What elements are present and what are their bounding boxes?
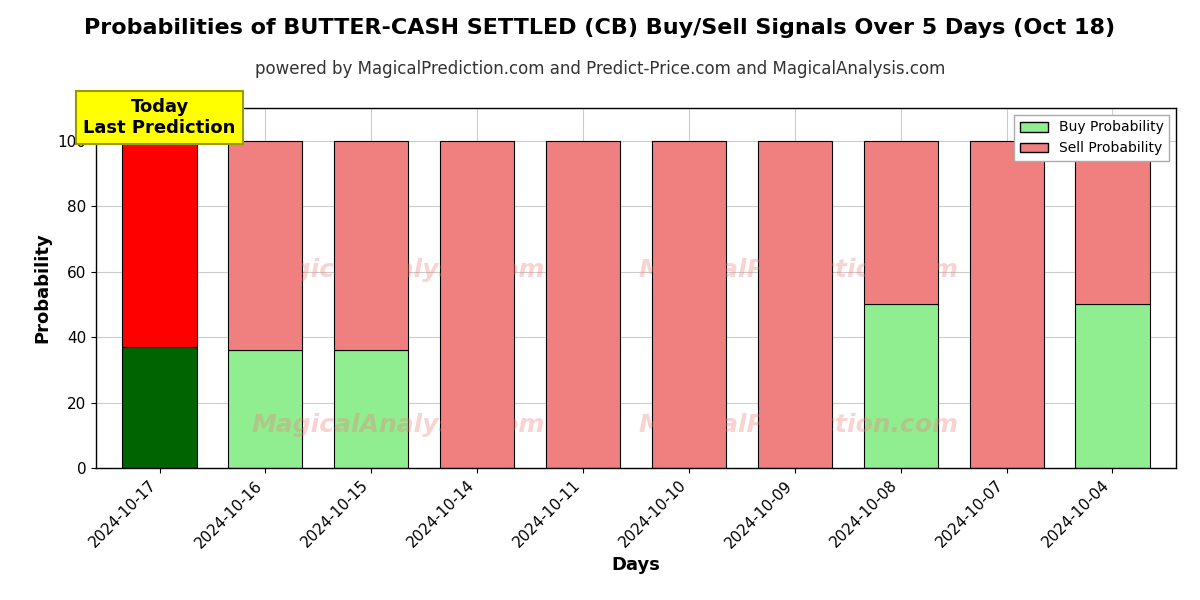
Bar xyxy=(1075,304,1150,468)
Bar xyxy=(864,304,937,468)
Bar xyxy=(122,347,197,468)
Bar xyxy=(546,141,620,468)
Bar xyxy=(122,141,197,347)
Text: MagicalPrediction.com: MagicalPrediction.com xyxy=(638,413,958,437)
Bar xyxy=(970,141,1044,468)
Text: MagicalPrediction.com: MagicalPrediction.com xyxy=(638,258,958,282)
Text: Today
Last Prediction: Today Last Prediction xyxy=(83,98,235,137)
Bar xyxy=(228,350,302,468)
Bar xyxy=(757,141,832,468)
X-axis label: Days: Days xyxy=(612,556,660,574)
Text: MagicalAnalysis.com: MagicalAnalysis.com xyxy=(252,413,545,437)
Bar xyxy=(1075,141,1150,304)
Bar xyxy=(440,141,515,468)
Bar xyxy=(864,141,937,304)
Bar xyxy=(228,141,302,350)
Text: Probabilities of BUTTER-CASH SETTLED (CB) Buy/Sell Signals Over 5 Days (Oct 18): Probabilities of BUTTER-CASH SETTLED (CB… xyxy=(84,18,1116,38)
Text: MagicalAnalysis.com: MagicalAnalysis.com xyxy=(252,258,545,282)
Text: powered by MagicalPrediction.com and Predict-Price.com and MagicalAnalysis.com: powered by MagicalPrediction.com and Pre… xyxy=(254,60,946,78)
Legend: Buy Probability, Sell Probability: Buy Probability, Sell Probability xyxy=(1014,115,1169,161)
Bar xyxy=(335,350,408,468)
Bar xyxy=(652,141,726,468)
Bar xyxy=(335,141,408,350)
Y-axis label: Probability: Probability xyxy=(34,233,52,343)
